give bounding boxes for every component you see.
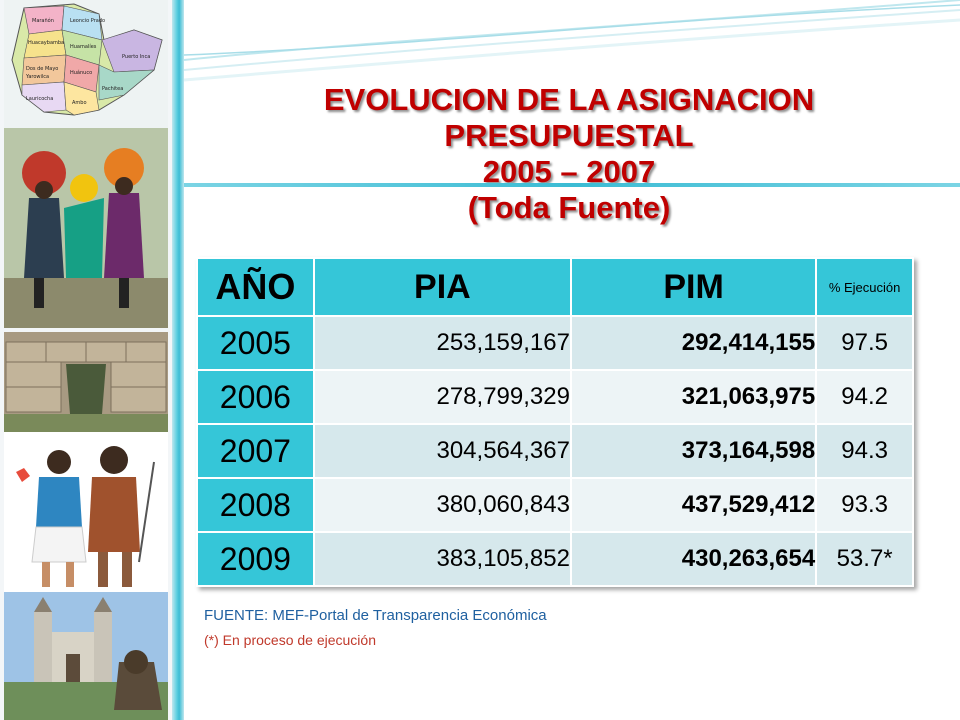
map-label: Huacaybamba [28, 40, 64, 46]
left-photo-strip: Marañón Huacaybamba Leoncio Prado Huamal… [0, 0, 172, 720]
table-header-row: AÑO PIA PIM % Ejecución [196, 257, 914, 317]
header-year: AÑO [196, 257, 315, 317]
map-label: Yarowilca [25, 74, 49, 80]
map-label: Marañón [32, 17, 54, 24]
strip-border [172, 0, 184, 720]
cell-pia: 278,799,329 [312, 369, 572, 425]
region-map-image: Marañón Huacaybamba Leoncio Prado Huamal… [4, 0, 168, 128]
table-row: 2006 278,799,329 321,063,975 94.2 [196, 369, 914, 425]
header-pia: PIA [312, 257, 572, 317]
footnote: (*) En proceso de ejecución [204, 632, 376, 648]
title-line: PRESUPUESTAL [444, 118, 694, 153]
church-photo [4, 592, 168, 720]
cell-year: 2006 [196, 369, 315, 425]
title-divider [184, 183, 960, 187]
cell-pia: 383,105,852 [312, 531, 572, 587]
cell-execution: 94.3 [815, 423, 914, 479]
couple-photo [4, 432, 168, 592]
cell-execution: 97.5 [815, 315, 914, 371]
dancers-photo [4, 128, 168, 328]
cell-pim: 437,529,412 [569, 477, 818, 533]
title-line: EVOLUCION DE LA ASIGNACION [323, 82, 815, 117]
map-label: Huamalíes [70, 43, 97, 50]
table-row: 2008 380,060,843 437,529,412 93.3 [196, 477, 914, 533]
table-row: 2009 383,105,852 430,263,654 53.7* [196, 531, 914, 587]
cell-pia: 253,159,167 [312, 315, 572, 371]
map-label: Ambo [72, 100, 87, 106]
header-execution: % Ejecución [815, 257, 914, 317]
cell-pim: 430,263,654 [569, 531, 818, 587]
budget-table: AÑO PIA PIM % Ejecución 2005 253,159,167… [196, 257, 914, 587]
cell-pim: 321,063,975 [569, 369, 818, 425]
source-note: FUENTE: MEF-Portal de Transparencia Econ… [204, 607, 547, 624]
cell-pim: 292,414,155 [569, 315, 818, 371]
cell-pia: 380,060,843 [312, 477, 572, 533]
map-label: Huánuco [70, 69, 92, 76]
table-row: 2005 253,159,167 292,414,155 97.5 [196, 315, 914, 371]
cell-year: 2009 [196, 531, 315, 587]
map-label: Puerto Inca [122, 54, 150, 60]
decorative-waves [184, 0, 960, 82]
cell-year: 2008 [196, 477, 315, 533]
title-line: (Toda Fuente) [467, 190, 671, 225]
table-row: 2007 304,564,367 373,164,598 94.3 [196, 423, 914, 479]
map-label: Lauricocha [26, 96, 53, 102]
map-label: Dos de Mayo [26, 66, 58, 72]
map-label: Pachitea [102, 86, 123, 92]
cell-pia: 304,564,367 [312, 423, 572, 479]
page-title: EVOLUCION DE LA ASIGNACION PRESUPUESTAL … [184, 82, 954, 226]
map-label: Leoncio Prado [70, 18, 105, 24]
cell-execution: 53.7* [815, 531, 914, 587]
cell-execution: 94.2 [815, 369, 914, 425]
cell-pim: 373,164,598 [569, 423, 818, 479]
cell-year: 2005 [196, 315, 315, 371]
ruins-photo [4, 332, 168, 432]
cell-year: 2007 [196, 423, 315, 479]
cell-execution: 93.3 [815, 477, 914, 533]
header-pim: PIM [569, 257, 818, 317]
